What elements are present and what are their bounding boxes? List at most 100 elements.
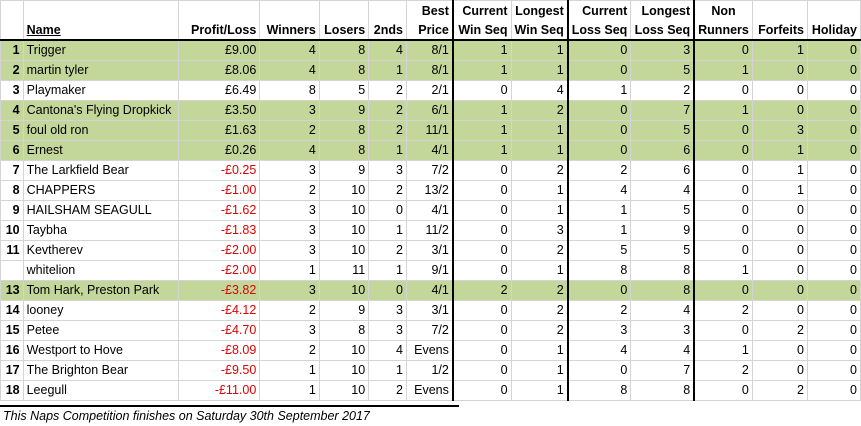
header-longest-win-bottom: Win Seq — [510, 20, 569, 41]
cell-position: 4 — [0, 100, 24, 121]
cell-seconds: 0 — [368, 200, 407, 221]
cell-non-runners: 2 — [693, 300, 753, 321]
header-holiday: Holiday — [806, 20, 861, 41]
cell-position: 3 — [0, 80, 24, 101]
cell-longest-loss-seq: 5 — [630, 240, 696, 261]
cell-longest-win-seq: 1 — [510, 120, 569, 141]
cell-winners: 1 — [259, 380, 320, 401]
header-current-loss-top: Current — [567, 0, 632, 20]
cell-longest-win-seq: 1 — [510, 140, 569, 161]
cell-current-win-seq: 0 — [451, 240, 512, 261]
cell-seconds: 3 — [368, 320, 407, 341]
cell-longest-loss-seq: 3 — [630, 320, 696, 341]
cell-longest-win-seq: 1 — [510, 60, 569, 81]
league-table: Best Current Longest Current Longest Non… — [0, 0, 861, 401]
header-current-win-bottom: Win Seq — [451, 20, 512, 41]
table-row: 9 HAILSHAM SEAGULL -£1.62 3 10 0 4/1 0 1 1 5 0 0 0 — [0, 200, 861, 221]
cell-longest-loss-seq: 7 — [630, 100, 696, 121]
cell-position: 8 — [0, 180, 24, 201]
cell-holiday: 0 — [806, 340, 861, 361]
cell-current-win-seq: 2 — [451, 280, 512, 301]
cell-forfeits: 1 — [751, 39, 808, 61]
cell-longest-loss-seq: 5 — [630, 60, 696, 81]
cell-seconds: 1 — [368, 60, 407, 81]
cell-seconds: 2 — [368, 380, 407, 401]
cell-current-loss-seq: 4 — [567, 180, 632, 201]
cell-longest-win-seq: 1 — [510, 380, 569, 401]
cell-longest-loss-seq: 5 — [630, 120, 696, 141]
cell-seconds: 2 — [368, 120, 407, 141]
header-longest-loss-top: Longest — [630, 0, 696, 20]
cell-name: foul old ron — [22, 120, 180, 141]
cell-profit-loss: £0.26 — [178, 140, 261, 161]
cell-position: 7 — [0, 160, 24, 181]
cell-position: 15 — [0, 320, 24, 341]
cell-best-price: 4/1 — [405, 280, 454, 301]
cell-longest-win-seq: 1 — [510, 180, 569, 201]
cell-name: whitelion — [22, 260, 180, 281]
cell-longest-loss-seq: 5 — [630, 200, 696, 221]
cell-forfeits: 0 — [751, 200, 808, 221]
table-row: 4 Cantona's Flying Dropkick £3.50 3 9 2 6/1 1 2 0… — [0, 100, 861, 121]
table-row: 5 foul old ron £1.63 2 8 2 11/1 1 1 0 5 0 3 0 — [0, 120, 861, 141]
table-row: 13 Tom Hark, Preston Park -£3.82 3 10 0 4/1 2 2 0… — [0, 280, 861, 301]
cell-name: Playmaker — [22, 80, 180, 101]
cell-position: 1 — [0, 39, 24, 61]
cell-current-loss-seq: 0 — [567, 360, 632, 381]
table-row: 14 looney -£4.12 2 9 3 3/1 0 2 2 4 2 0 0 — [0, 300, 861, 321]
cell-current-loss-seq: 8 — [567, 380, 632, 401]
header-winners: Winners — [259, 20, 320, 41]
cell-name: Tom Hark, Preston Park — [22, 280, 180, 301]
cell-position: 6 — [0, 140, 24, 161]
cell-name: The Larkfield Bear — [22, 160, 180, 181]
cell-forfeits: 0 — [751, 360, 808, 381]
cell-non-runners: 1 — [693, 340, 753, 361]
cell-longest-win-seq: 1 — [510, 39, 569, 61]
cell-current-loss-seq: 5 — [567, 240, 632, 261]
cell-seconds: 0 — [368, 280, 407, 301]
cell-non-runners: 0 — [693, 160, 753, 181]
header-profit: Profit/Loss — [178, 20, 261, 41]
cell-profit-loss: -£0.25 — [178, 160, 261, 181]
cell-current-win-seq: 0 — [451, 300, 512, 321]
cell-current-win-seq: 0 — [451, 340, 512, 361]
cell-profit-loss: -£8.09 — [178, 340, 261, 361]
cell-forfeits: 0 — [751, 280, 808, 301]
cell-profit-loss: -£1.62 — [178, 200, 261, 221]
cell-position: 13 — [0, 280, 24, 301]
cell-current-win-seq: 0 — [451, 260, 512, 281]
cell-losers: 10 — [318, 220, 370, 241]
cell-winners: 3 — [259, 220, 320, 241]
cell-best-price: 11/2 — [405, 220, 454, 241]
cell-forfeits: 0 — [751, 260, 808, 281]
cell-forfeits: 0 — [751, 80, 808, 101]
table-row: 10 Taybha -£1.83 3 10 1 11/2 0 3 1 9 0 0 0 — [0, 220, 861, 241]
table-row: 17 The Brighton Bear -£9.50 1 10 1 1/2 0 1 0 7 2 0 0 — [0, 360, 861, 381]
cell-profit-loss: £8.06 — [178, 60, 261, 81]
cell-current-loss-seq: 2 — [567, 300, 632, 321]
cell-winners: 2 — [259, 120, 320, 141]
cell-forfeits: 3 — [751, 120, 808, 141]
cell-position: 16 — [0, 340, 24, 361]
cell-forfeits: 0 — [751, 100, 808, 121]
cell-holiday: 0 — [806, 360, 861, 381]
cell-current-loss-seq: 0 — [567, 60, 632, 81]
cell-holiday: 0 — [806, 140, 861, 161]
cell-profit-loss: £9.00 — [178, 39, 261, 61]
cell-losers: 10 — [318, 280, 370, 301]
cell-holiday: 0 — [806, 200, 861, 221]
cell-forfeits: 2 — [751, 380, 808, 401]
cell-non-runners: 0 — [693, 280, 753, 301]
cell-forfeits: 0 — [751, 340, 808, 361]
cell-holiday: 0 — [806, 100, 861, 121]
cell-best-price: 7/2 — [405, 320, 454, 341]
cell-seconds: 1 — [368, 260, 407, 281]
cell-forfeits: 0 — [751, 300, 808, 321]
cell-profit-loss: -£1.83 — [178, 220, 261, 241]
cell-holiday: 0 — [806, 120, 861, 141]
cell-current-loss-seq: 4 — [567, 340, 632, 361]
cell-forfeits: 1 — [751, 140, 808, 161]
cell-name: Ernest — [22, 140, 180, 161]
cell-position: 18 — [0, 380, 24, 401]
cell-non-runners: 1 — [693, 100, 753, 121]
